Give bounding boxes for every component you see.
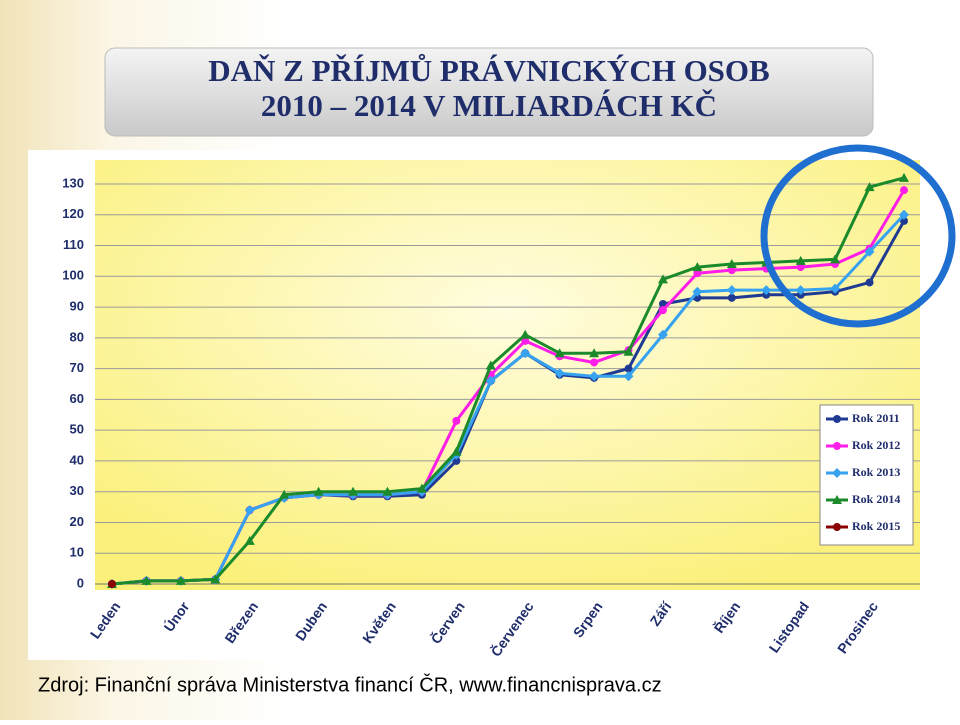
marker (589, 348, 600, 358)
marker (589, 371, 600, 382)
marker (624, 364, 633, 373)
y-tick-label: 50 (70, 422, 84, 437)
legend-label: Rok 2011 (852, 411, 900, 425)
y-tick-label: 120 (62, 206, 84, 221)
marker (796, 263, 805, 272)
plot-area (95, 160, 920, 590)
series-line (111, 176, 905, 586)
marker (141, 575, 152, 585)
marker (521, 336, 530, 345)
legend-marker (832, 468, 842, 478)
marker (175, 575, 186, 585)
marker (830, 254, 841, 264)
legend-label: Rok 2015 (852, 519, 900, 533)
y-tick-label: 80 (70, 329, 84, 344)
marker (554, 348, 565, 358)
series-line (111, 213, 906, 586)
legend-marker (832, 495, 842, 504)
y-tick-label: 60 (70, 391, 84, 406)
legend-label: Rok 2012 (852, 438, 900, 452)
chart-title: DAŇ Z PŘÍJMŮ PRÁVNICKÝCH OSOB (208, 52, 769, 88)
marker (899, 172, 909, 182)
marker (623, 371, 634, 382)
legend-label: Rok 2013 (852, 465, 900, 479)
marker (520, 348, 531, 359)
y-tick-label: 0 (77, 575, 84, 590)
marker (795, 285, 806, 296)
marker (623, 346, 634, 356)
y-tick-label: 90 (70, 299, 84, 314)
marker (727, 293, 736, 302)
source: Zdroj: Finanční správa Ministerstva fina… (38, 673, 662, 696)
y-tick-label: 130 (62, 175, 84, 190)
marker (485, 375, 496, 386)
marker (520, 329, 531, 339)
marker (726, 285, 737, 296)
marker (244, 505, 255, 516)
marker (693, 269, 702, 278)
marker (452, 416, 461, 425)
y-tick-label: 100 (62, 268, 84, 283)
marker (279, 489, 290, 499)
marker (313, 486, 324, 496)
marker (348, 486, 359, 496)
marker (865, 278, 874, 287)
y-tick-label: 20 (70, 514, 84, 529)
marker (210, 574, 221, 584)
marker (590, 358, 599, 367)
marker (727, 266, 736, 275)
marker (554, 368, 565, 379)
y-tick-label: 110 (63, 237, 84, 252)
marker (658, 306, 667, 315)
legend-marker (833, 442, 841, 450)
marker (451, 446, 462, 456)
highlight-circle (760, 144, 956, 328)
marker (244, 535, 255, 545)
y-tick-label: 70 (70, 360, 84, 375)
marker (726, 259, 737, 268)
marker (900, 186, 908, 195)
marker (761, 285, 772, 296)
marker (108, 580, 116, 588)
marker (795, 255, 806, 265)
marker (485, 360, 496, 370)
legend-marker (833, 415, 841, 423)
legend-label: Rok 2014 (852, 492, 900, 506)
marker (692, 286, 703, 297)
marker (692, 262, 703, 272)
marker (899, 209, 909, 220)
marker (416, 483, 427, 493)
marker (864, 246, 875, 257)
marker (864, 182, 875, 192)
y-tick-label: 40 (70, 452, 84, 467)
y-tick-label: 30 (70, 483, 84, 498)
marker (830, 283, 841, 294)
y-tick-label: 10 (70, 545, 84, 560)
marker (657, 329, 668, 340)
marker (382, 486, 393, 496)
marker (657, 274, 668, 284)
title-box (104, 47, 874, 137)
legend-marker (833, 523, 841, 531)
chart-subtitle: 2010 – 2014 V MILIARDÁCH KČ (261, 88, 717, 123)
